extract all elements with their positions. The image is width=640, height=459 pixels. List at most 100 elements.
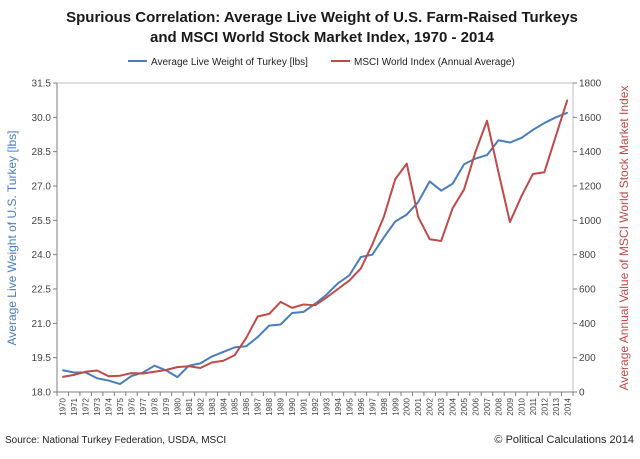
- data-point: [119, 374, 121, 377]
- data-point: [543, 122, 546, 124]
- x-tick-label: 2013: [552, 397, 561, 415]
- data-point: [486, 119, 488, 122]
- x-tick-label: 2010: [517, 397, 526, 415]
- right-tick-label: 1200: [579, 182, 602, 193]
- data-point: [245, 337, 247, 339]
- data-point: [199, 367, 202, 369]
- data-point: [279, 301, 282, 303]
- right-tick-label: 1400: [579, 147, 602, 158]
- data-point: [73, 374, 75, 376]
- x-tick-label: 1996: [357, 397, 366, 415]
- right-tick-label: 400: [579, 319, 596, 330]
- data-point: [360, 267, 362, 270]
- x-tick-label: 1992: [311, 397, 320, 415]
- x-tick-label: 2001: [414, 397, 423, 415]
- data-point: [291, 307, 293, 309]
- left-tick-label: 25.5: [32, 216, 52, 227]
- data-point: [428, 238, 431, 241]
- x-tick-label: 1987: [254, 397, 263, 415]
- data-point: [130, 375, 133, 377]
- data-point: [440, 189, 442, 192]
- chart-title-line-2: and MSCI World Stock Market Index, 1970 …: [150, 29, 495, 46]
- data-point: [268, 313, 270, 315]
- legend-label-turkey: Average Live Weight of Turkey [lbs]: [151, 57, 308, 68]
- x-tick-label: 1978: [150, 397, 159, 415]
- data-point: [233, 354, 236, 356]
- data-point: [337, 288, 339, 290]
- legend: Average Live Weight of Turkey [lbs] MSCI…: [128, 57, 515, 68]
- x-tick-label: 1974: [105, 397, 114, 415]
- x-tick-label: 1999: [391, 397, 400, 415]
- x-tick-label: 2002: [426, 397, 435, 415]
- x-axis-ticks: 1970 1971 1972 1973 1974 1975 1976 1977 1978 1979…: [56, 392, 574, 416]
- x-tick-label: 1972: [82, 397, 91, 415]
- legend-label-msci: MSCI World Index (Annual Average): [354, 57, 515, 68]
- x-tick-label: 1990: [288, 397, 297, 415]
- data-point: [176, 376, 179, 378]
- data-point: [96, 369, 98, 372]
- x-tick-label: 1979: [162, 397, 171, 415]
- series-layer: [61, 99, 569, 385]
- data-point: [474, 150, 477, 153]
- data-point: [371, 243, 374, 246]
- data-point: [520, 195, 523, 198]
- x-tick-label: 1976: [128, 397, 137, 415]
- data-point: [566, 111, 569, 114]
- series-msci-index: [61, 99, 569, 378]
- data-point: [394, 220, 397, 223]
- data-point: [233, 346, 236, 349]
- data-point: [61, 376, 64, 378]
- data-point: [314, 304, 316, 307]
- x-tick-label: 1975: [116, 397, 125, 415]
- data-point: [302, 311, 305, 313]
- data-point: [256, 336, 259, 338]
- x-tick-label: 1980: [173, 397, 182, 415]
- data-point: [497, 171, 500, 174]
- source-note: Source: National Turkey Federation, USDA…: [5, 435, 226, 446]
- data-point: [96, 377, 98, 380]
- x-tick-label: 1988: [265, 397, 274, 415]
- data-point: [497, 139, 500, 142]
- data-point: [360, 256, 362, 258]
- data-point: [268, 324, 270, 327]
- data-point: [451, 207, 454, 210]
- left-tick-label: 27.0: [32, 182, 52, 193]
- data-point: [405, 213, 408, 216]
- left-tick-label: 28.5: [32, 147, 52, 158]
- data-point: [405, 162, 408, 165]
- x-tick-label: 1989: [277, 397, 286, 415]
- data-point: [188, 365, 190, 368]
- left-axis-label: Average Live Weight of U.S. Turkey [lbs]: [5, 131, 19, 346]
- data-point: [142, 372, 144, 375]
- left-tick-label: 22.5: [32, 285, 52, 296]
- x-tick-label: 1971: [70, 397, 79, 415]
- data-point: [176, 366, 179, 368]
- copyright-note: © Political Calculations 2014: [494, 434, 634, 446]
- x-tick-label: 2014: [563, 397, 572, 415]
- data-point: [394, 178, 397, 180]
- data-point: [371, 253, 374, 256]
- x-tick-label: 2008: [494, 397, 503, 415]
- data-point: [532, 173, 534, 175]
- x-tick-label: 1994: [334, 397, 343, 415]
- data-point: [428, 180, 431, 183]
- data-point: [279, 323, 282, 326]
- chart-title-line-1: Spurious Correlation: Average Live Weigh…: [66, 9, 578, 26]
- data-point: [337, 282, 339, 285]
- right-axis-ticks: 0 200 400 600 800 1000 1200 1400 1600 1800: [573, 79, 602, 399]
- data-point: [222, 359, 225, 362]
- series-turkey-weight: [61, 111, 569, 385]
- right-axis-label: Average Annual Value of MSCI World Stock…: [617, 86, 631, 391]
- x-tick-label: 2009: [506, 397, 515, 415]
- x-tick-label: 1973: [93, 397, 102, 415]
- data-point: [417, 201, 420, 203]
- x-tick-label: 1993: [322, 397, 331, 415]
- data-point: [463, 188, 465, 191]
- data-point: [509, 221, 511, 223]
- data-point: [73, 371, 75, 374]
- data-point: [383, 236, 385, 239]
- right-tick-label: 600: [579, 285, 596, 296]
- data-point: [348, 279, 351, 282]
- x-tick-label: 2011: [529, 397, 538, 415]
